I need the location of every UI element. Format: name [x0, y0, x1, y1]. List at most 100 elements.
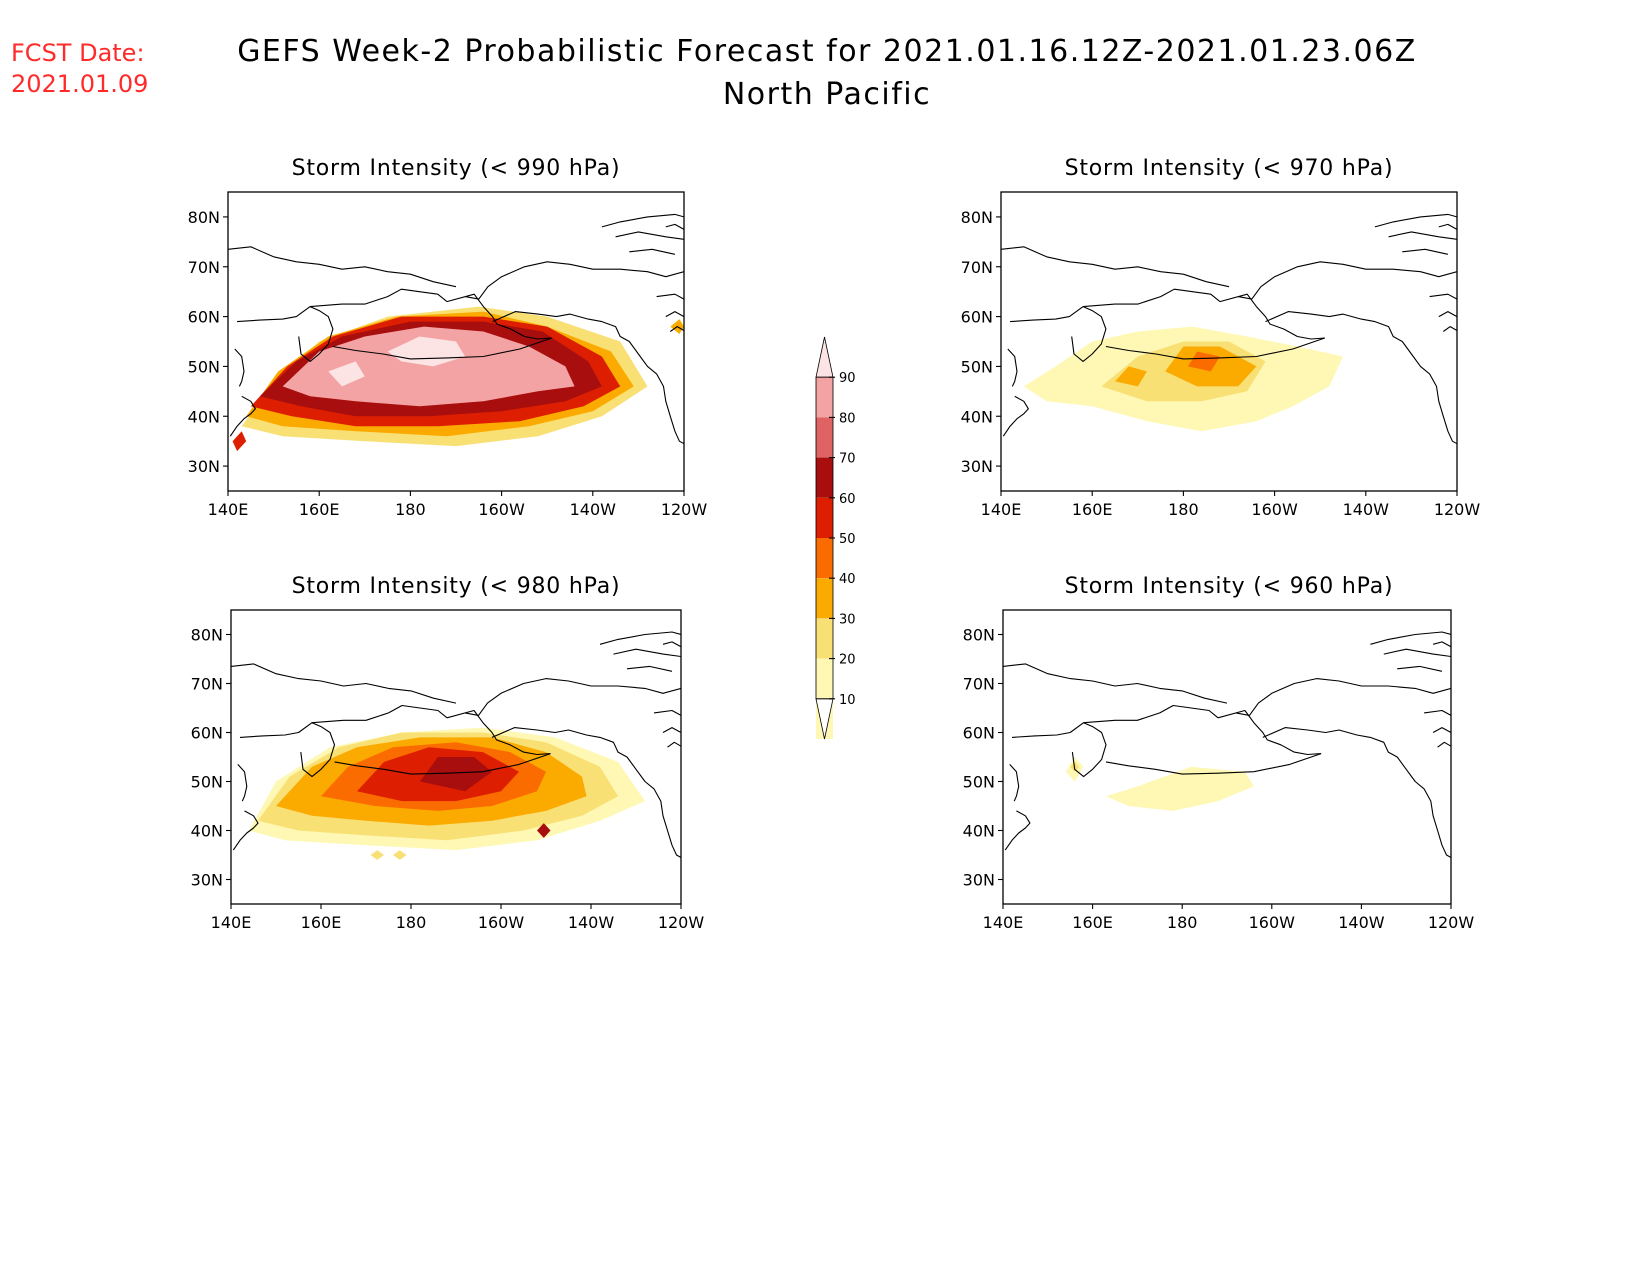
coastline — [665, 311, 684, 318]
lat-tick-label: 80N — [961, 208, 993, 227]
colorbar-label: 90 — [839, 371, 856, 386]
lat-tick-label: 60N — [961, 308, 993, 327]
map-panel-p970: Storm Intensity (< 970 hPa) 140E 160E 180 16… — [961, 156, 1481, 519]
fcst-date-value: 2021.01.09 — [11, 70, 148, 98]
colorbar-label: 40 — [839, 572, 856, 587]
coastline — [464, 678, 681, 716]
map-area — [231, 610, 681, 904]
coastline — [446, 293, 552, 340]
coastline — [667, 741, 681, 748]
map-panel-p960: Storm Intensity (< 960 hPa) 140E 160E 180 16… — [963, 574, 1475, 932]
coastline — [1011, 722, 1107, 778]
probability-area-20 — [393, 850, 407, 860]
colorbar: 90 80 70 60 50 40 30 20 10 — [815, 336, 856, 740]
lat-tick-label: 60N — [963, 724, 995, 743]
lon-tick-label: 180 — [395, 500, 426, 519]
probability-area-30 — [1115, 366, 1147, 387]
lat-tick-label: 80N — [191, 626, 223, 645]
lat-tick-label: 50N — [961, 357, 993, 376]
coastline — [1438, 223, 1457, 230]
probability-area-20 — [370, 850, 384, 860]
colorbar-label: 10 — [839, 693, 856, 708]
coastline — [629, 248, 676, 255]
coastline — [1002, 395, 1029, 437]
lat-tick-label: 80N — [188, 208, 220, 227]
coastline — [1424, 709, 1451, 716]
lat-tick-label: 70N — [188, 258, 220, 277]
lat-tick-label: 50N — [188, 357, 220, 376]
panel-title: Storm Intensity (< 990 hPa) — [292, 156, 621, 181]
lat-tick-label: 40N — [963, 822, 995, 841]
map-frame — [1000, 191, 1458, 492]
coastline — [1003, 663, 1228, 704]
coastline — [1432, 641, 1451, 648]
colorbar-label: 20 — [839, 653, 856, 668]
coastline — [601, 213, 684, 228]
lat-tick-label: 80N — [963, 626, 995, 645]
lon-tick-label: 120W — [1434, 500, 1481, 519]
coastline — [237, 764, 248, 802]
coastline — [1438, 311, 1457, 318]
lat-tick-label: 60N — [188, 308, 220, 327]
lat-tick-label: 70N — [961, 258, 993, 277]
coastline — [1007, 348, 1018, 387]
lon-tick-label: 120W — [658, 913, 705, 932]
coastline — [1388, 231, 1457, 240]
coastline — [613, 648, 681, 658]
lon-tick-label: 120W — [1428, 913, 1475, 932]
colorbar-top-cap — [815, 336, 834, 378]
coastline — [1105, 753, 1322, 775]
map-area — [1003, 610, 1451, 904]
coastline — [615, 231, 684, 240]
coastline — [239, 722, 336, 778]
lat-tick-label: 50N — [963, 773, 995, 792]
coastline — [446, 709, 551, 756]
colorbar-swatch — [816, 618, 833, 659]
lat-tick-label: 40N — [188, 407, 220, 426]
coastline — [1383, 648, 1451, 658]
map-area — [1001, 192, 1457, 491]
colorbar-swatch — [816, 497, 833, 538]
coastline — [1238, 261, 1457, 300]
lon-tick-label: 160E — [299, 500, 340, 519]
coastline — [662, 727, 681, 733]
coastline — [231, 663, 457, 704]
coastline — [626, 665, 673, 672]
coastline — [1437, 741, 1451, 748]
lon-tick-label: 160E — [1072, 500, 1113, 519]
coastline — [665, 223, 684, 230]
map-frame — [230, 609, 682, 905]
lon-tick-label: 160E — [301, 913, 342, 932]
coastline — [1004, 810, 1031, 851]
map-panel-p980: Storm Intensity (< 980 hPa) 140E 160E 180 16… — [191, 574, 705, 932]
lon-tick-label: 120W — [661, 500, 708, 519]
lat-tick-label: 60N — [191, 724, 223, 743]
lat-tick-label: 40N — [191, 822, 223, 841]
lat-tick-label: 30N — [188, 457, 220, 476]
lon-tick-label: 180 — [1167, 913, 1198, 932]
lon-tick-label: 180 — [1168, 500, 1199, 519]
lon-tick-label: 140W — [570, 500, 617, 519]
figure-title: GEFS Week-2 Probabilistic Forecast for 2… — [237, 34, 1417, 69]
coastline — [1429, 293, 1457, 300]
lon-tick-label: 180 — [396, 913, 427, 932]
lat-tick-label: 40N — [961, 407, 993, 426]
coastline — [653, 709, 681, 716]
colorbar-swatch — [816, 658, 833, 699]
panel-title: Storm Intensity (< 980 hPa) — [292, 574, 621, 599]
coastline — [1083, 288, 1221, 308]
figure-subtitle: North Pacific — [723, 77, 931, 112]
coastline — [656, 293, 684, 300]
coastline — [669, 326, 684, 332]
lat-tick-label: 30N — [963, 871, 995, 890]
lon-tick-label: 160W — [478, 500, 525, 519]
lon-tick-label: 160W — [1249, 913, 1296, 932]
map-panels: Storm Intensity (< 990 hPa) 140E 160E 180 16… — [188, 156, 1481, 932]
coastline — [228, 246, 457, 288]
lat-tick-label: 30N — [191, 871, 223, 890]
colorbar-label: 60 — [839, 492, 856, 507]
colorbar-label: 80 — [839, 411, 856, 426]
panel-title: Storm Intensity (< 960 hPa) — [1065, 574, 1394, 599]
coastline — [1370, 631, 1451, 645]
lon-tick-label: 140E — [208, 500, 249, 519]
